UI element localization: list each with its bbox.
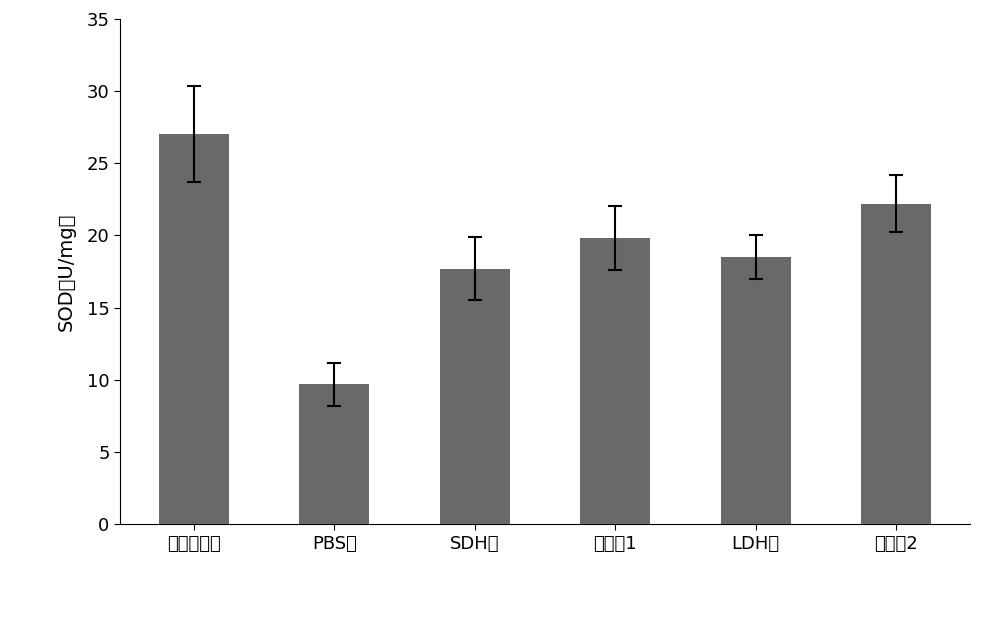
Bar: [721, 257, 791, 524]
Y-axis label: SOD（U/mg）: SOD（U/mg）: [56, 212, 75, 331]
Bar: [440, 268, 510, 524]
Bar: [861, 204, 931, 524]
Bar: [580, 238, 650, 524]
Bar: [159, 134, 229, 524]
Bar: [299, 384, 369, 524]
